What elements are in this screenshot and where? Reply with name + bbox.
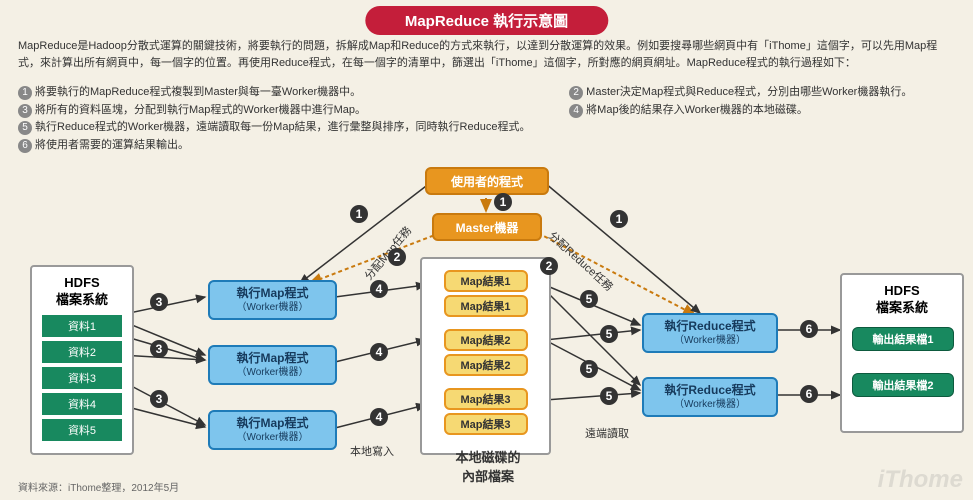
reduce-worker-1: 執行Reduce程式（Worker機器） xyxy=(642,313,778,353)
local-disk-panel: Map結果1Map結果1Map結果2Map結果2Map結果3Map結果3 xyxy=(420,257,551,455)
hdfs-input-panel: HDFS 檔案系統 資料1資料2資料3資料4資料5 xyxy=(30,265,134,455)
hdfs-out-title: HDFS 檔案系統 xyxy=(852,283,952,317)
step-circle: 5 xyxy=(600,387,618,405)
flowchart-diagram: 使用者的程式 Master機器 HDFS 檔案系統 資料1資料2資料3資料4資料… xyxy=(0,165,973,500)
map-worker-1: 執行Map程式（Worker機器） xyxy=(208,280,337,320)
user-program-box: 使用者的程式 xyxy=(425,167,549,195)
step-circle: 1 xyxy=(494,193,512,211)
step-circle: 2 xyxy=(540,257,558,275)
step-circle: 2 xyxy=(388,248,406,266)
diagram-title: MapReduce 執行示意圖 xyxy=(365,6,608,35)
master-box: Master機器 xyxy=(432,213,542,241)
map-worker-2: 執行Map程式（Worker機器） xyxy=(208,345,337,385)
step-circle: 4 xyxy=(370,280,388,298)
step-circle: 1 xyxy=(350,205,368,223)
step-circle: 4 xyxy=(370,343,388,361)
step-circle: 6 xyxy=(800,385,818,403)
step-circle: 3 xyxy=(150,293,168,311)
step-circle: 5 xyxy=(580,290,598,308)
step-circle: 5 xyxy=(600,325,618,343)
step-circle: 4 xyxy=(370,408,388,426)
step-circle: 3 xyxy=(150,340,168,358)
steps-list: 1將要執行的MapReduce程式複製到Master與每一臺Worker機器中。… xyxy=(18,84,955,154)
step-circle: 5 xyxy=(580,360,598,378)
map-worker-3: 執行Map程式（Worker機器） xyxy=(208,410,337,450)
watermark: iThome xyxy=(878,466,963,494)
local-write-label: 本地寫入 xyxy=(350,443,394,459)
step-circle: 1 xyxy=(610,210,628,228)
step-circle: 3 xyxy=(150,390,168,408)
hdfs-title: HDFS 檔案系統 xyxy=(42,275,122,309)
local-disk-label: 本地磁碟的 內部檔案 xyxy=(438,447,538,485)
remote-read-label: 遠端讀取 xyxy=(585,425,629,441)
step-circle: 6 xyxy=(800,320,818,338)
source-attribution: 資料來源：iThome整理，2012年5月 xyxy=(18,479,179,494)
output-file-1: 輸出結果檔1 xyxy=(852,327,954,351)
output-file-2: 輸出結果檔2 xyxy=(852,373,954,397)
hdfs-output-panel: HDFS 檔案系統 輸出結果檔1 輸出結果檔2 xyxy=(840,273,964,433)
reduce-worker-2: 執行Reduce程式（Worker機器） xyxy=(642,377,778,417)
description-text: MapReduce是Hadoop分散式運算的關鍵技術，將要執行的問題，拆解成Ma… xyxy=(18,38,955,71)
